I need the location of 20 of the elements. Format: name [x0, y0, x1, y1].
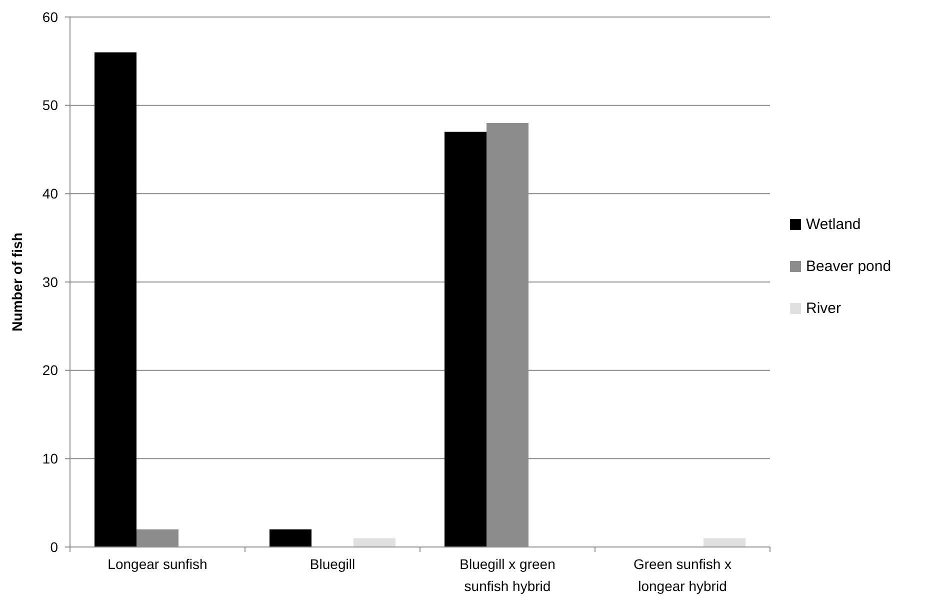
legend-label: River: [806, 300, 842, 317]
x-tick-label: Longear sunfish: [108, 556, 208, 572]
x-tick-label: Bluegill: [310, 556, 356, 572]
x-tick-label: Green sunfish x longear hybrid: [633, 556, 732, 594]
y-tick-label: 20: [42, 362, 58, 378]
y-tick-label: 30: [42, 274, 58, 290]
y-axis-title: Number of fish: [9, 232, 25, 332]
legend-label: Wetland: [806, 216, 861, 233]
legend-label: Beaver pond: [806, 258, 892, 275]
y-tick-label: 60: [42, 8, 58, 25]
bar: [704, 538, 746, 547]
bar: [444, 132, 486, 547]
bar: [354, 538, 396, 547]
y-tick-label: 50: [42, 97, 58, 114]
bar: [270, 529, 312, 547]
bar: [94, 52, 136, 547]
x-tick-label: Bluegill x green sunfish hybrid: [460, 556, 556, 594]
y-tick-label: 40: [42, 186, 58, 202]
y-tick-label: 10: [42, 450, 58, 467]
y-tick-label: 0: [50, 538, 58, 555]
